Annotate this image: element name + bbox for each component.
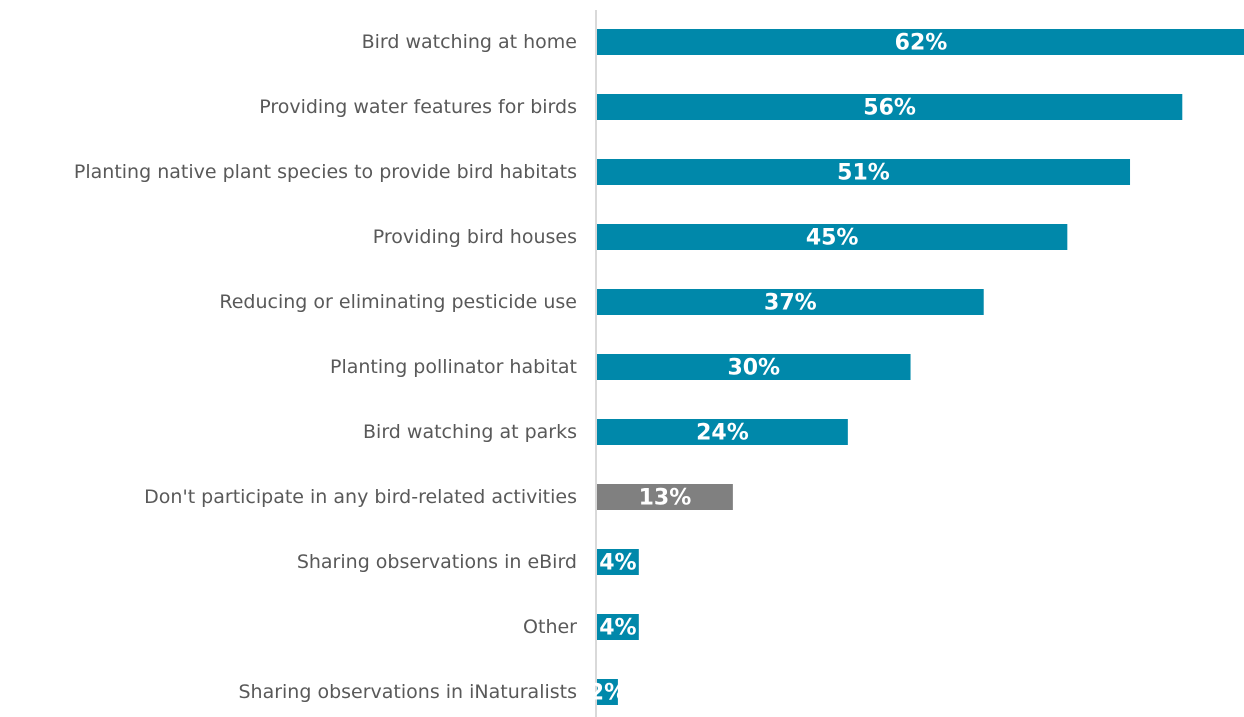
data-label-other: 4%: [599, 616, 636, 641]
data-label-sharing-observations-in-ebird: 4%: [599, 551, 636, 576]
category-label-reducing-or-eliminating-pesticide-use: Reducing or eliminating pesticide use: [219, 291, 577, 313]
data-label-reducing-or-eliminating-pesticide-use: 37%: [764, 291, 817, 316]
category-label-planting-native-plant-species-to-provide-bird-habitats: Planting native plant species to provide…: [74, 161, 577, 183]
data-label-bird-watching-at-home: 62%: [895, 31, 948, 56]
bar-providing-bird-houses: [597, 224, 1068, 250]
bar-sharing-observations-in-ebird: [597, 549, 639, 575]
data-label-bird-watching-at-parks: 24%: [696, 421, 749, 446]
bar-sharing-observations-in-inaturalists: [597, 679, 618, 705]
category-label-planting-pollinator-habitat: Planting pollinator habitat: [330, 356, 577, 378]
bar-bird-watching-at-parks: [597, 419, 848, 445]
category-label-providing-bird-houses: Providing bird houses: [373, 226, 577, 248]
data-label-providing-water-features-for-birds: 56%: [863, 96, 916, 121]
category-label-bird-watching-at-home: Bird watching at home: [362, 31, 577, 53]
data-label-providing-bird-houses: 45%: [806, 226, 859, 251]
bar-reducing-or-eliminating-pesticide-use: [597, 289, 984, 315]
bar-providing-water-features-for-birds: [597, 94, 1183, 120]
bar-bird-watching-at-home: [597, 29, 1244, 55]
data-label-sharing-observations-in-inaturalists: 2%: [589, 681, 626, 706]
bar-planting-pollinator-habitat: [597, 354, 911, 380]
category-label-sharing-observations-in-ebird: Sharing observations in eBird: [297, 551, 577, 573]
bar-other: [597, 614, 639, 640]
category-label-bird-watching-at-parks: Bird watching at parks: [363, 421, 577, 443]
data-label-planting-pollinator-habitat: 30%: [727, 356, 780, 381]
data-label-planting-native-plant-species-to-provide-bird-habitats: 51%: [837, 161, 890, 186]
bar-don-t-participate-in-any-bird-related-activities: [597, 484, 733, 510]
bars-layer: [597, 29, 1244, 705]
labels-layer: Bird watching at home 62% Providing water …: [74, 31, 947, 706]
category-label-providing-water-features-for-birds: Providing water features for birds: [259, 96, 577, 118]
category-label-don-t-participate-in-any-bird-related-activities: Don't participate in any bird-related ac…: [144, 486, 577, 508]
category-label-other: Other: [523, 616, 577, 638]
category-label-sharing-observations-in-inaturalists: Sharing observations in iNaturalists: [238, 681, 577, 703]
bar-planting-native-plant-species-to-provide-bird-habitats: [597, 159, 1131, 185]
data-label-don-t-participate-in-any-bird-related-activities: 13%: [639, 486, 692, 511]
